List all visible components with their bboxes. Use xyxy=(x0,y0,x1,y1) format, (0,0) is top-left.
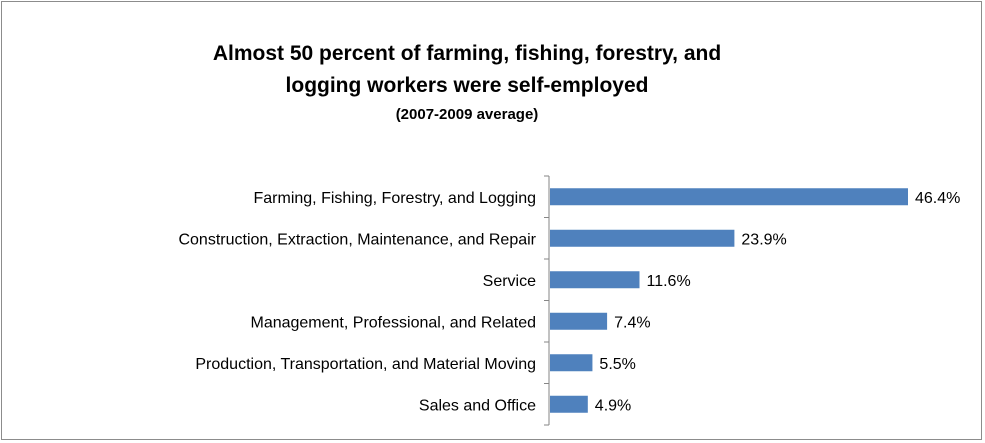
bar xyxy=(550,354,593,372)
data-label: 46.4% xyxy=(915,190,960,207)
chart-title-line-2: logging workers were self-employed xyxy=(285,74,649,97)
category-label: Farming, Fishing, Forestry, and Logging xyxy=(254,190,537,207)
chart-title-line-1: Almost 50 percent of farming, fishing, f… xyxy=(212,42,722,65)
bar xyxy=(550,229,735,247)
bar xyxy=(550,395,588,413)
bar xyxy=(550,188,908,206)
category-label: Service xyxy=(483,273,536,290)
data-label: 23.9% xyxy=(741,231,786,248)
data-label: 7.4% xyxy=(614,314,650,331)
chart-title-block: Almost 50 percent of farming, fishing, f… xyxy=(2,38,932,126)
bar xyxy=(550,312,608,330)
category-label: Production, Transportation, and Material… xyxy=(195,356,536,373)
bar xyxy=(550,271,640,289)
category-label: Construction, Extraction, Maintenance, a… xyxy=(178,231,536,248)
category-label: Sales and Office xyxy=(419,397,536,414)
data-label: 11.6% xyxy=(647,273,691,290)
chart-subtitle: (2007-2009 average) xyxy=(395,106,539,123)
data-label: 4.9% xyxy=(595,397,631,414)
data-label: 5.5% xyxy=(599,356,635,373)
category-label: Management, Professional, and Related xyxy=(250,314,536,331)
